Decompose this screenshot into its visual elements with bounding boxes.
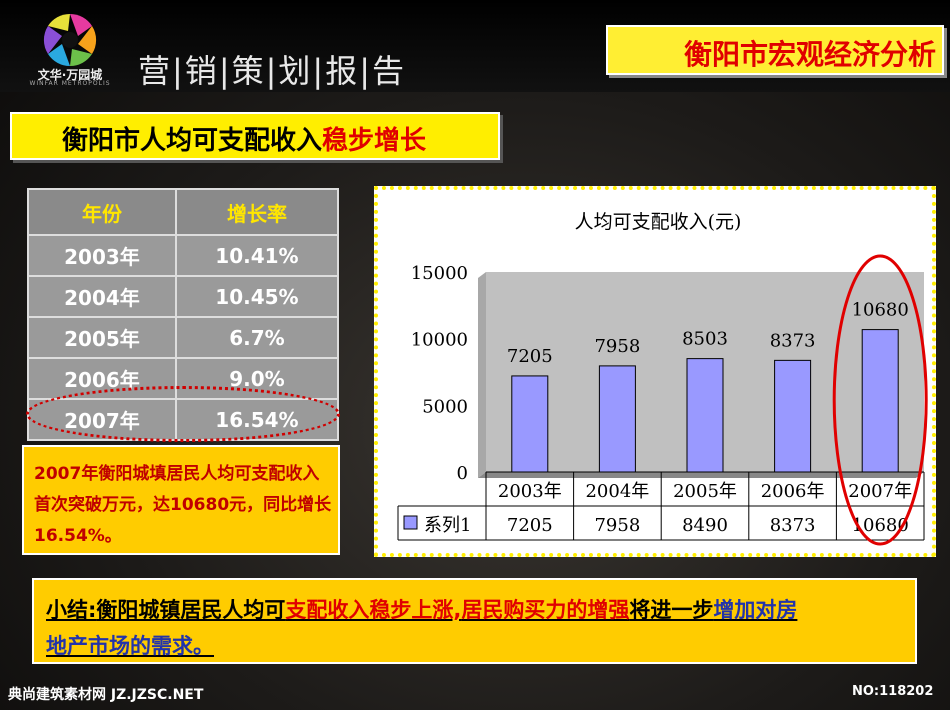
y-tick-label: 10000 <box>411 330 468 351</box>
cell-year: 2005年 <box>27 316 177 359</box>
logo-name: 文华·万园城 <box>37 68 103 82</box>
cell-rate: 6.7% <box>174 316 340 359</box>
y-tick-label: 5000 <box>422 396 468 417</box>
data-label: 7205 <box>507 346 553 367</box>
subtitle: 衡阳市人均可支配收入稳步增长 <box>62 126 427 156</box>
plot-floor <box>478 472 924 478</box>
table-value: 7958 <box>594 515 640 536</box>
x-tick-label: 2006年 <box>761 481 825 502</box>
summary-line-1: 小结:衡阳城镇居民人均可支配收入稳步上涨,居民购买力的增强将进一步增加对房 <box>46 598 798 622</box>
note-text: 2007年衡阳城填居民人均可支配收入首次突破万元，达10680元，同比增长16.… <box>34 464 332 546</box>
summary-line-2: 地产市场的需求。 <box>46 634 214 658</box>
logo-icon <box>43 13 97 67</box>
x-tick-label: 2005年 <box>673 481 737 502</box>
bar <box>861 329 899 473</box>
cell-year: 2003年 <box>27 234 177 277</box>
header-year: 年份 <box>27 188 177 236</box>
highlight-ellipse-chart <box>832 254 928 546</box>
table-row: 2004年 10.45% <box>27 275 340 318</box>
highlight-ellipse <box>26 386 340 442</box>
bar <box>774 359 812 473</box>
footer-number: NO:118202 <box>852 684 934 699</box>
data-label: 8373 <box>770 330 816 351</box>
bar <box>686 358 724 473</box>
bar <box>511 375 549 473</box>
y-tick-label: 15000 <box>411 263 468 284</box>
bar <box>598 365 636 473</box>
subtitle-box: 衡阳市人均可支配收入稳步增长 <box>10 112 500 160</box>
data-label: 7958 <box>594 336 640 357</box>
table-row: 2005年 6.7% <box>27 316 340 359</box>
income-chart: 人均可支配收入(元) 0 5000 10000 15000 7205 7958 8503 837… <box>397 211 928 546</box>
report-title: 营|销|策|划|报|告 <box>138 52 406 90</box>
y-tick-label: 0 <box>457 463 468 484</box>
section-title: 衡阳市宏观经济分析 <box>683 38 936 71</box>
table-value: 10680 <box>852 515 909 536</box>
legend-label: 系列1 <box>424 515 471 536</box>
data-label: 8503 <box>682 329 728 350</box>
table-row: 2003年 10.41% <box>27 234 340 277</box>
x-tick-label: 2004年 <box>585 481 649 502</box>
data-label: 10680 <box>852 300 909 321</box>
summary-box: 小结:衡阳城镇居民人均可支配收入稳步上涨,居民购买力的增强将进一步增加对房 地产… <box>32 578 917 664</box>
table-header-row: 年份 增长率 <box>27 188 340 236</box>
x-tick-label: 2007年 <box>848 481 912 502</box>
cell-rate: 10.41% <box>174 234 340 277</box>
header-rate: 增长率 <box>174 188 340 236</box>
chart-frame: 人均可支配收入(元) 0 5000 10000 15000 7205 7958 8503 837… <box>374 186 936 557</box>
legend-swatch <box>403 515 418 530</box>
table-value: 8373 <box>770 515 816 536</box>
section-title-box: 衡阳市宏观经济分析 <box>606 25 944 75</box>
x-tick-label: 2003年 <box>498 481 562 502</box>
note-box: 2007年衡阳城填居民人均可支配收入首次突破万元，达10680元，同比增长16.… <box>22 445 340 555</box>
plot-side-wall <box>478 272 486 478</box>
table-value: 8490 <box>682 515 728 536</box>
cell-year: 2004年 <box>27 275 177 318</box>
cell-rate: 10.45% <box>174 275 340 318</box>
table-value: 7205 <box>507 515 553 536</box>
chart-title: 人均可支配收入(元) <box>575 211 742 233</box>
logo-subtitle: WINFAR METROPOLIS <box>29 80 111 87</box>
footer-watermark: 典尚建筑素材网 JZ.JZSC.NET <box>8 687 204 703</box>
